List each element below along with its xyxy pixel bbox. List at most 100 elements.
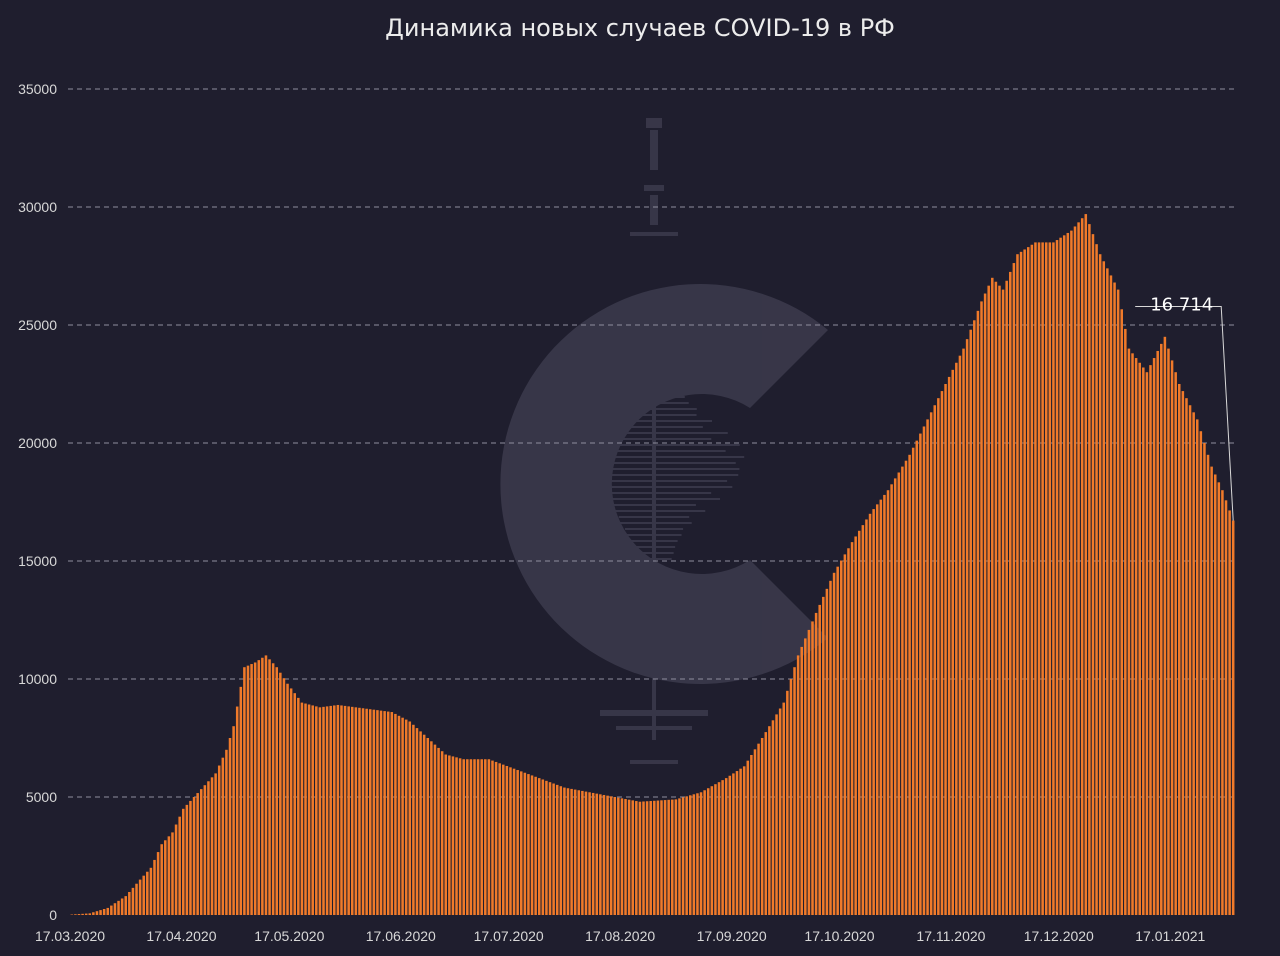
bar bbox=[843, 554, 847, 915]
bar bbox=[307, 704, 311, 915]
bar bbox=[599, 794, 602, 915]
bar bbox=[1026, 247, 1030, 915]
bar bbox=[149, 867, 153, 915]
bar bbox=[911, 447, 915, 915]
y-tick-label: 30000 bbox=[18, 199, 57, 215]
bar bbox=[246, 665, 250, 915]
bar bbox=[182, 808, 185, 915]
bar bbox=[951, 369, 954, 916]
bar bbox=[1156, 350, 1159, 916]
bar bbox=[606, 795, 609, 915]
bar bbox=[1203, 443, 1206, 915]
bar bbox=[886, 490, 890, 915]
bar bbox=[523, 772, 527, 915]
bar bbox=[469, 759, 473, 915]
bar bbox=[458, 758, 462, 915]
bar bbox=[818, 604, 821, 915]
bar bbox=[199, 789, 203, 915]
bar bbox=[264, 655, 268, 915]
bar bbox=[958, 355, 962, 915]
bar bbox=[282, 678, 286, 915]
bar bbox=[782, 702, 785, 915]
bar bbox=[703, 790, 706, 915]
bar bbox=[624, 799, 627, 915]
bar bbox=[394, 713, 397, 915]
bar bbox=[965, 339, 969, 915]
bar bbox=[235, 706, 239, 915]
bar bbox=[696, 793, 699, 915]
bar bbox=[1077, 222, 1080, 916]
bar bbox=[534, 776, 537, 915]
bar bbox=[106, 907, 110, 915]
bar bbox=[210, 777, 214, 915]
bar bbox=[1131, 353, 1134, 915]
bar bbox=[361, 708, 365, 915]
bar bbox=[973, 320, 976, 915]
bar bbox=[379, 710, 383, 915]
bar bbox=[674, 799, 678, 915]
bar bbox=[699, 792, 703, 915]
bar bbox=[865, 519, 868, 915]
bar bbox=[1149, 365, 1152, 915]
bar bbox=[476, 759, 480, 915]
bar bbox=[221, 757, 225, 915]
x-tick-label: 17.12.2020 bbox=[1024, 928, 1094, 944]
bar bbox=[915, 440, 919, 915]
bar bbox=[426, 738, 430, 915]
bar bbox=[293, 693, 296, 915]
bar bbox=[81, 913, 84, 915]
bar bbox=[1228, 510, 1231, 915]
bar bbox=[649, 801, 652, 915]
bar bbox=[484, 759, 487, 915]
bar bbox=[671, 799, 674, 915]
bar bbox=[243, 667, 246, 915]
bar bbox=[991, 277, 994, 915]
bar bbox=[814, 612, 818, 915]
bar bbox=[584, 791, 588, 915]
bar bbox=[505, 765, 509, 915]
bar bbox=[171, 832, 174, 915]
bar bbox=[962, 348, 965, 916]
bar bbox=[487, 759, 491, 915]
bar bbox=[1109, 275, 1113, 915]
bar bbox=[1195, 419, 1199, 915]
bar bbox=[689, 795, 692, 915]
bar bbox=[268, 659, 271, 915]
bar bbox=[325, 706, 329, 915]
bar bbox=[286, 683, 289, 915]
bar bbox=[566, 788, 570, 915]
bar bbox=[419, 731, 422, 915]
bar bbox=[926, 419, 929, 915]
bar bbox=[1019, 251, 1023, 916]
bar bbox=[340, 705, 343, 915]
y-tick-label: 35000 bbox=[18, 81, 57, 97]
bar bbox=[473, 759, 476, 915]
bar bbox=[138, 879, 142, 915]
bar bbox=[800, 646, 803, 915]
bar bbox=[174, 824, 178, 915]
bar bbox=[825, 588, 829, 915]
bar bbox=[146, 871, 149, 915]
bar bbox=[1091, 234, 1095, 915]
x-tick-label: 17.04.2020 bbox=[146, 928, 216, 944]
bar bbox=[1012, 263, 1016, 915]
bar bbox=[491, 760, 494, 915]
bar bbox=[555, 784, 559, 915]
x-tick-label: 17.09.2020 bbox=[697, 928, 767, 944]
bar bbox=[365, 708, 368, 915]
bar bbox=[1030, 244, 1034, 915]
bar bbox=[602, 794, 606, 915]
bar bbox=[185, 804, 189, 915]
bar bbox=[983, 293, 987, 915]
bar bbox=[84, 913, 88, 915]
y-tick-label: 0 bbox=[49, 907, 57, 923]
bar bbox=[609, 796, 613, 915]
bar bbox=[336, 704, 340, 915]
bar bbox=[164, 840, 167, 915]
bar bbox=[1062, 235, 1066, 915]
bar bbox=[969, 329, 972, 916]
bar bbox=[893, 478, 897, 915]
bar bbox=[383, 711, 386, 915]
y-axis-ticks: 0 5000 10000 15000 20000 25000 30000 35000 bbox=[18, 81, 57, 923]
bar bbox=[1116, 289, 1120, 916]
